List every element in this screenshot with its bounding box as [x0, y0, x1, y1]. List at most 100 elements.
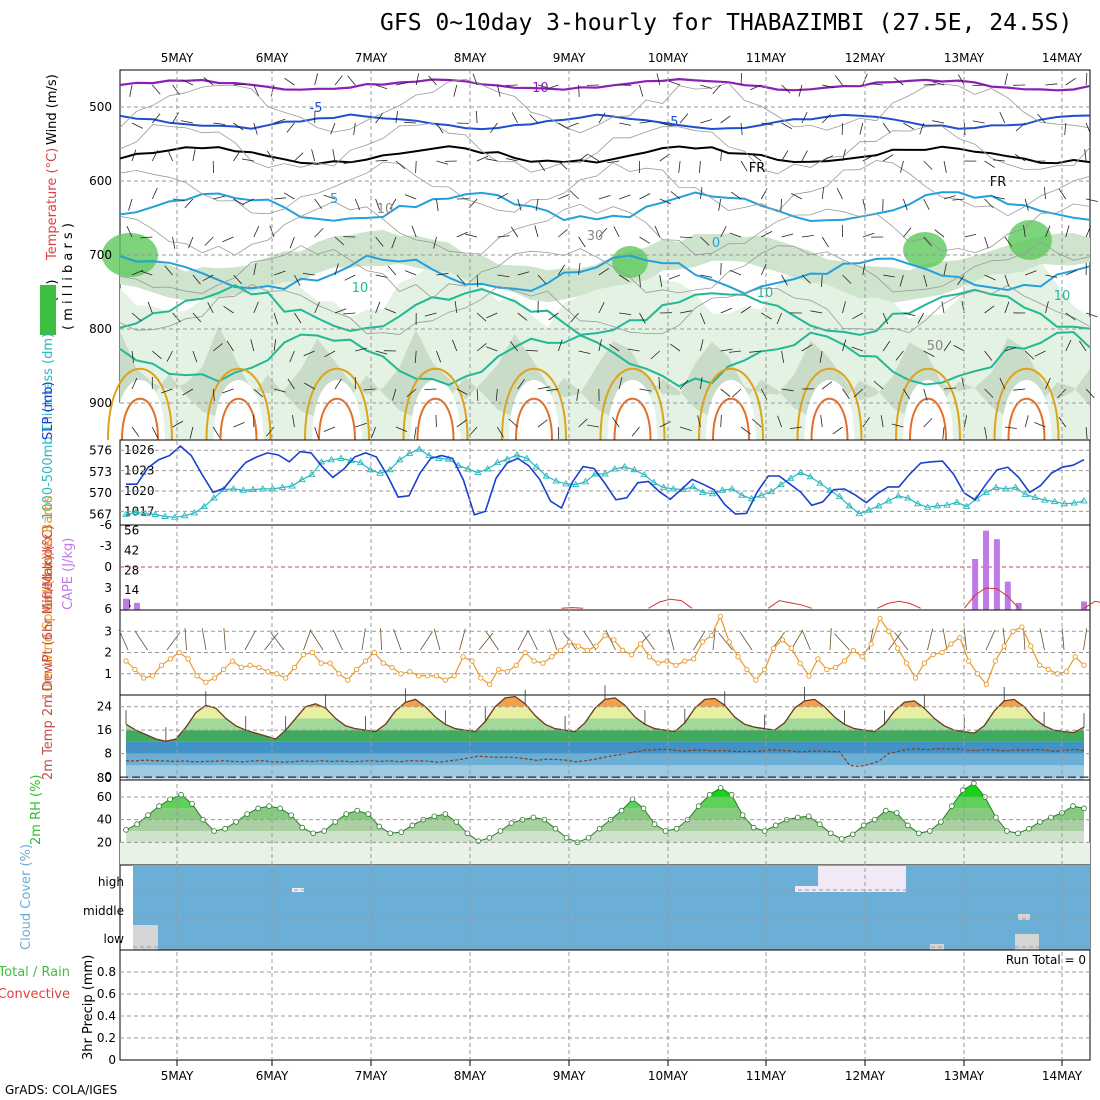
wind-barb	[801, 344, 813, 352]
thickness-marker	[962, 502, 971, 510]
wind-barb	[903, 122, 914, 130]
footer-credit: GrADS: COLA/IGES	[5, 1083, 118, 1097]
rh-band	[126, 783, 1084, 797]
wind-barb	[497, 84, 501, 97]
precip-tick: 0.2	[97, 1031, 116, 1045]
thickness-marker	[200, 502, 208, 510]
precip-tick: 0.6	[97, 987, 116, 1001]
thickness-marker	[454, 461, 463, 468]
lifted-index-tick: 0	[104, 560, 112, 574]
wind-barb	[953, 345, 965, 352]
wind-barb	[334, 378, 342, 390]
wind-speed-marker	[336, 671, 342, 677]
rh-marker	[189, 800, 195, 807]
rh-marker	[618, 807, 625, 814]
wind-speed-marker	[176, 649, 182, 656]
wind-barb	[411, 225, 417, 238]
wind-barb	[289, 236, 295, 249]
run-total-label: Run Total = 0	[1006, 953, 1086, 967]
wind-speed-marker	[691, 656, 697, 662]
wind-barb	[129, 84, 133, 97]
wind-barb	[1024, 415, 1029, 428]
date-label-top: 11MAY	[746, 51, 787, 65]
rh-axis-label: 2m RH (%)	[29, 774, 44, 845]
wind-barb	[587, 424, 599, 428]
thickness-marker	[386, 465, 394, 473]
wind-speed-marker	[841, 658, 848, 664]
isotherm-line	[119, 201, 1091, 256]
date-label-bottom: 5MAY	[161, 1069, 194, 1083]
wind-barb	[505, 158, 518, 162]
wind-barb	[608, 343, 620, 352]
wind-barb	[821, 187, 825, 200]
thickness-marker	[464, 465, 472, 472]
wind-barb	[972, 84, 985, 86]
wind-barb	[670, 191, 681, 200]
wind-barb	[942, 426, 945, 439]
wind-barb	[167, 149, 173, 162]
wind-barb	[810, 310, 823, 314]
wind-barb	[882, 312, 889, 325]
wind-speed-marker	[770, 645, 777, 651]
date-axis-bottom: 5MAY 6MAY 7MAY 8MAY 9MAY 10MAY 11MAY 12MAY 13MAY…	[161, 1069, 1083, 1083]
pressure-ticks: 500600700800900RH (%)Temperature (°C)Win…	[40, 74, 1090, 410]
rh-marker	[640, 805, 647, 812]
wind-barb	[720, 115, 731, 124]
wind-speed-marker	[265, 668, 271, 675]
wind-barb	[882, 154, 894, 162]
wind-barb	[151, 187, 158, 200]
wind-barb	[212, 343, 223, 352]
wind-barb	[1014, 153, 1026, 162]
wind-barb	[618, 274, 630, 282]
wind-speed-marker	[566, 639, 573, 645]
wind-barb	[984, 388, 994, 398]
wind-barb	[607, 160, 620, 164]
wind-barb	[729, 269, 742, 276]
wind-barb	[223, 305, 234, 314]
lifted-index-tick: -6	[100, 518, 112, 532]
precip-legend-total: Total / Rain	[0, 965, 70, 980]
rh-marker	[321, 828, 328, 834]
temp-band	[126, 730, 1084, 742]
wind-barb	[370, 426, 376, 439]
wind-barb	[314, 228, 324, 238]
wind-barb	[414, 426, 417, 439]
wind-barb	[679, 113, 689, 124]
slp-tick: 1017	[124, 504, 155, 518]
wind-barb	[529, 114, 539, 124]
wind-barb	[999, 377, 1006, 390]
rh-marker	[233, 819, 239, 825]
wind-barb	[476, 343, 487, 352]
wind-barb	[486, 346, 498, 352]
precip-tick: 0.4	[97, 1009, 116, 1023]
temperature-axis-label: Temperature (°C)	[45, 148, 60, 261]
thickness-marker	[933, 502, 942, 509]
rh-marker	[134, 821, 140, 827]
wind-barb	[244, 630, 256, 651]
wind-speed-marker	[158, 662, 165, 668]
date-label-bottom: 13MAY	[944, 1069, 985, 1083]
wind-barb	[233, 83, 246, 86]
isotherm-label: 50	[927, 339, 944, 354]
rh-tick: 20	[97, 835, 112, 849]
wind-barb	[943, 263, 947, 276]
wind-tick: 2	[104, 646, 112, 660]
wind-barb	[558, 194, 570, 200]
wind-barb	[729, 350, 742, 353]
wind-speed-marker	[895, 645, 901, 651]
wind-barb	[1064, 122, 1067, 136]
rh-marker	[750, 824, 757, 831]
wind-barb	[294, 274, 301, 286]
wind-barb	[659, 122, 672, 127]
isotherm-line	[119, 77, 1091, 92]
wind-barb	[781, 84, 791, 94]
wind-barb	[934, 229, 945, 238]
wind-barb	[1034, 422, 1046, 428]
wind-barb	[903, 227, 912, 238]
cloud-row-label: high	[98, 875, 124, 889]
thickness-marker	[376, 469, 384, 476]
wind-barb	[404, 121, 417, 124]
cape-bar	[1081, 601, 1087, 610]
date-label-bottom: 7MAY	[355, 1069, 388, 1083]
wind-barb	[943, 160, 947, 173]
